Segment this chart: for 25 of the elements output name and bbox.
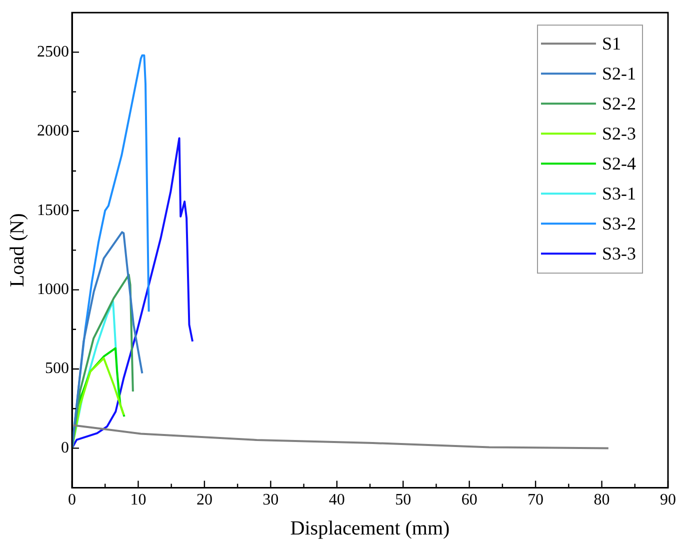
legend-label: S2-1 xyxy=(602,63,636,84)
y-tick-label: 1000 xyxy=(37,281,69,298)
x-tick-label: 60 xyxy=(461,492,478,509)
legend-label: S1 xyxy=(602,33,622,54)
x-tick-label: 80 xyxy=(594,492,610,509)
legend-label: S2-2 xyxy=(602,93,636,114)
x-tick-label: 40 xyxy=(328,492,345,509)
y-axis-title: Load (N) xyxy=(6,213,28,288)
legend-label: S3-2 xyxy=(602,213,636,234)
x-tick-label: 10 xyxy=(130,492,146,509)
legend-label: S3-1 xyxy=(602,183,636,204)
y-tick-label: 1500 xyxy=(37,202,69,219)
x-tick-label: 50 xyxy=(395,492,412,509)
y-tick-label: 500 xyxy=(45,360,69,378)
x-tick-label: 20 xyxy=(196,492,212,509)
x-tick-label: 30 xyxy=(262,492,279,509)
legend-label: S3-3 xyxy=(602,243,636,264)
y-tick-label: 2000 xyxy=(37,122,69,140)
x-axis-title: Displacement (mm) xyxy=(290,517,450,540)
y-tick-label: 2500 xyxy=(37,43,69,60)
y-tick-label: 0 xyxy=(61,439,69,456)
legend-label: S2-4 xyxy=(602,153,636,174)
x-tick-label: 70 xyxy=(528,492,544,509)
x-tick-label: 90 xyxy=(660,492,676,509)
legend-label: S2-3 xyxy=(602,123,636,144)
